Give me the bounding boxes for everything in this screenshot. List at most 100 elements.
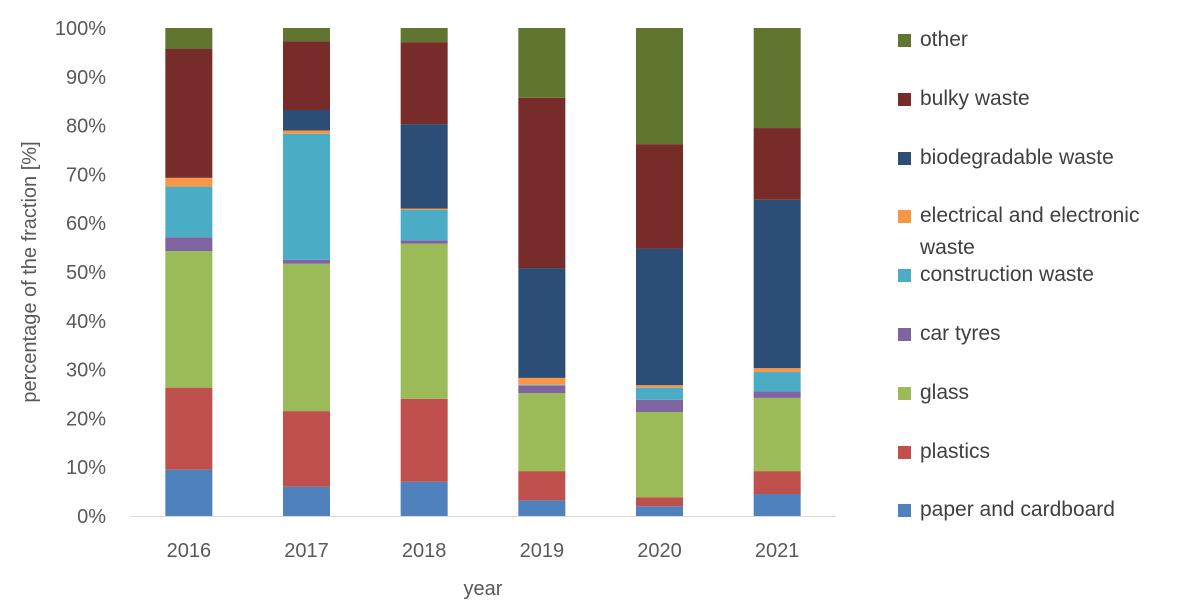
legend-swatch — [898, 210, 911, 224]
legend-label: biodegradable waste — [920, 145, 1114, 169]
bar-segment-paper-and-cardboard-2021 — [753, 494, 801, 516]
y-tick-label: 30% — [66, 360, 106, 382]
bar-segment-glass-2019 — [518, 393, 566, 472]
bar-segment-electrical-and-electronic-waste-2020 — [636, 385, 683, 388]
bar-segment-other-2017 — [283, 28, 330, 42]
bar-segment-car-tyres-2020 — [636, 399, 683, 413]
bar-segment-biodegradable-waste-2017 — [283, 109, 330, 131]
bar-segment-glass-2017 — [283, 263, 330, 412]
bar-segment-other-2021 — [753, 28, 801, 129]
bar-segment-electrical-and-electronic-waste-2018 — [400, 208, 448, 211]
legend-item: bulky waste — [898, 83, 1030, 115]
legend-label: plastics — [920, 439, 991, 463]
bar-segment-construction-waste-2020 — [636, 387, 683, 400]
legend-item: car tyres — [898, 318, 1001, 350]
y-tick-label: 60% — [66, 213, 106, 235]
legend-item: paper and cardboard — [898, 494, 1115, 526]
legend-label: glass — [920, 380, 970, 404]
y-tick-label: 10% — [66, 457, 106, 479]
bar-segment-bulky-waste-2019 — [518, 97, 566, 269]
y-axis-title: percentage of the fraction [%] — [19, 141, 41, 402]
x-axis-ticks: 2016 2017 2018 2019 2020 2021 — [167, 540, 800, 562]
legend-swatch — [898, 269, 911, 283]
bar-segment-car-tyres-2016 — [165, 237, 213, 252]
bar-segment-bulky-waste-2020 — [636, 144, 683, 249]
bars — [165, 28, 801, 516]
bar-segment-construction-waste-2016 — [165, 186, 213, 238]
bar-segment-electrical-and-electronic-waste-2019 — [518, 377, 566, 385]
y-tick-label: 80% — [66, 116, 106, 138]
bar-segment-paper-and-cardboard-2016 — [165, 469, 213, 516]
y-tick-label: 40% — [66, 311, 106, 333]
bar-segment-other-2018 — [400, 28, 448, 43]
legend-item: glass — [898, 377, 969, 409]
bar-segment-construction-waste-2021 — [753, 372, 801, 392]
bar-segment-bulky-waste-2018 — [400, 42, 448, 125]
bar-segment-biodegradable-waste-2019 — [518, 268, 566, 378]
legend-item: other — [898, 24, 968, 56]
legend-item: construction waste — [898, 259, 1094, 291]
bar-segment-plastics-2016 — [165, 387, 213, 470]
x-tick-label: 2019 — [520, 540, 565, 562]
legend-label: car tyres — [920, 322, 1001, 345]
bar-segment-bulky-waste-2017 — [283, 41, 330, 110]
legend-swatch — [898, 445, 911, 459]
bar-segment-electrical-and-electronic-waste-2016 — [165, 177, 213, 187]
legend-label: paper and cardboard — [920, 498, 1115, 522]
bar-segment-car-tyres-2019 — [518, 385, 566, 394]
bar-segment-paper-and-cardboard-2019 — [518, 500, 566, 516]
bar-segment-car-tyres-2017 — [283, 259, 330, 264]
legend-swatch — [898, 92, 911, 106]
bar-segment-other-2019 — [518, 28, 566, 98]
legend-item: biodegradable waste — [898, 142, 1114, 174]
legend-label: other — [920, 28, 968, 51]
y-tick-label: 100% — [55, 18, 106, 40]
x-tick-label: 2016 — [167, 540, 212, 562]
bar-segment-bulky-waste-2016 — [165, 48, 213, 178]
bar-segment-plastics-2021 — [753, 471, 801, 495]
y-tick-label: 20% — [66, 408, 106, 430]
y-tick-label: 70% — [66, 164, 106, 186]
bar-segment-construction-waste-2017 — [283, 133, 330, 260]
y-tick-label: 0% — [77, 506, 106, 528]
bar-segment-bulky-waste-2021 — [753, 128, 801, 200]
bar-segment-biodegradable-waste-2021 — [753, 199, 801, 369]
x-tick-label: 2018 — [402, 540, 447, 562]
bar-segment-paper-and-cardboard-2018 — [400, 481, 448, 516]
stacked-bar-chart: 0%10%20%30%40%50%60%70%80%90%100% 2016 20… — [19, 18, 836, 600]
bar-segment-plastics-2017 — [283, 411, 330, 487]
bar-segment-construction-waste-2018 — [400, 210, 448, 241]
legend-label: electrical and electronic waste — [920, 204, 1140, 260]
legend-swatch — [898, 386, 911, 400]
legend-label: construction waste — [920, 263, 1094, 287]
bar-segment-plastics-2018 — [400, 398, 448, 482]
bar-segment-car-tyres-2018 — [400, 240, 448, 244]
legend-swatch — [898, 151, 911, 165]
legend-swatch — [898, 504, 911, 518]
bar-segment-glass-2018 — [400, 243, 448, 399]
y-tick-label: 90% — [66, 67, 106, 89]
bar-segment-paper-and-cardboard-2017 — [283, 486, 330, 516]
bar-segment-other-2020 — [636, 28, 683, 145]
bar-segment-plastics-2020 — [636, 497, 683, 507]
bar-segment-other-2016 — [165, 28, 213, 49]
legend-swatch — [898, 328, 911, 341]
bar-segment-electrical-and-electronic-waste-2021 — [753, 368, 801, 373]
bar-segment-glass-2021 — [753, 397, 801, 472]
bar-segment-biodegradable-waste-2018 — [400, 124, 448, 209]
bar-segment-car-tyres-2021 — [753, 391, 801, 398]
x-axis-title: year — [464, 578, 503, 600]
x-tick-label: 2017 — [284, 540, 329, 562]
x-tick-label: 2021 — [755, 540, 800, 562]
gridlines — [130, 27, 836, 468]
bar-segment-electrical-and-electronic-waste-2017 — [283, 130, 330, 134]
bar-segment-plastics-2019 — [518, 471, 566, 501]
y-axis-ticks: 0% 10% 20% 30% 40% 50% 60% 70% 80% 90% 100% — [55, 18, 106, 528]
y-tick-label: 50% — [66, 262, 106, 284]
legend-item: electrical and electronic waste — [898, 200, 1183, 264]
bar-segment-biodegradable-waste-2020 — [636, 248, 683, 386]
legend-swatch — [898, 34, 911, 47]
bar-segment-paper-and-cardboard-2020 — [636, 506, 683, 516]
x-tick-label: 2020 — [637, 540, 682, 562]
bar-segment-glass-2016 — [165, 251, 213, 388]
